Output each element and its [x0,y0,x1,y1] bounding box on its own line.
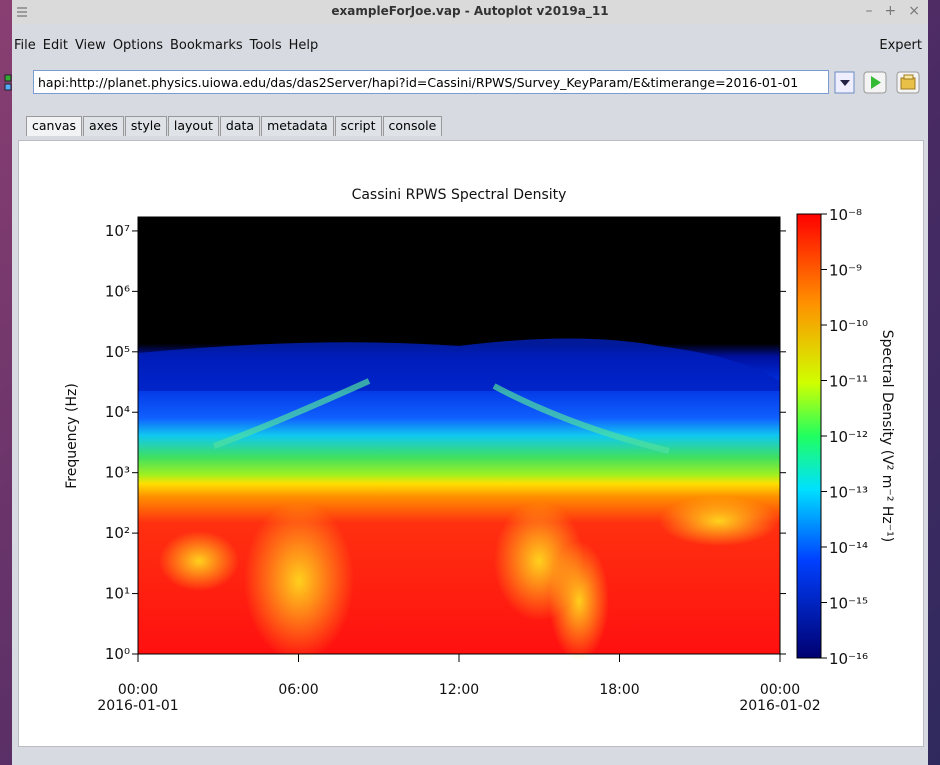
x-tick-date: 2016-01-02 [739,698,820,714]
tab[interactable]: metadata [261,116,334,136]
x-tick-label: 00:00 [118,682,158,698]
menu-expert[interactable]: Expert [879,38,922,53]
y-tick-label: 10⁷ [105,222,130,240]
window-control[interactable]: – [865,3,873,19]
colorbar [796,213,822,659]
colorbar-tick-label: 10⁻⁹ [829,262,862,280]
menu-item[interactable]: View [74,38,106,53]
uri-field[interactable]: hapi:http://planet.physics.uiowa.edu/das… [33,70,829,94]
status-icon [4,74,12,91]
colorbar-tick-label: 10⁻⁸ [829,206,862,224]
x-tick-label: 12:00 [439,682,479,698]
menu-item[interactable]: Bookmarks [169,38,243,53]
colorbar-tick-label: 10⁻¹⁶ [829,650,868,668]
canvas-panel: Cassini RPWS Spectral Density Frequency … [18,140,924,747]
tab[interactable]: axes [83,116,124,136]
tab[interactable]: script [334,116,382,136]
window-control[interactable]: + [884,3,897,19]
menu-item[interactable]: File [14,38,36,53]
menu-items: File Edit View Options Bookmarks Tools Help [14,38,325,53]
colorbar-tick-label: 10⁻¹³ [829,484,868,502]
spectrogram-image [138,217,780,661]
menu-item[interactable]: Options [112,38,163,53]
tab[interactable]: console [382,116,443,136]
menu-item[interactable]: Edit [42,38,68,53]
tab-bar: canvas axes style layout data metadata script c… [26,116,443,136]
colorbar-tick-label: 10⁻¹² [829,428,868,446]
x-tick-label: 00:00 [760,682,800,698]
menu-item[interactable]: Help [288,38,319,53]
y-tick-label: 10³ [105,464,130,482]
toolbar-buttons[interactable] [834,70,924,96]
x-tick-label: 18:00 [599,682,639,698]
window-controls: – + × [866,3,920,19]
tab[interactable]: canvas [26,116,83,136]
window-title: exampleForJoe.vap - Autoplot v2019a_11 [331,4,609,18]
title-bar: exampleForJoe.vap - Autoplot v2019a_11 –… [12,0,928,24]
y-tick-label: 10² [105,524,130,542]
chart: Cassini RPWS Spectral Density Frequency … [64,187,895,714]
chart-title: Cassini RPWS Spectral Density [352,187,567,203]
colorbar-tick-label: 10⁻¹¹ [829,373,868,391]
y-axis-label: Frequency (Hz) [64,383,80,489]
y-tick-label: 10⁰ [105,645,130,663]
menu-bar: File Edit View Options Bookmarks Tools Help Ex… [12,36,928,58]
y-tick-label: 10⁴ [105,403,130,421]
colorbar-tick-label: 10⁻¹⁵ [829,595,868,613]
tab[interactable]: data [219,116,261,136]
menu-item[interactable]: Tools [249,38,282,53]
y-tick-label: 10⁵ [105,343,130,361]
tab[interactable]: style [124,116,167,136]
window-control[interactable]: × [908,3,920,19]
menu-icon[interactable] [16,6,28,18]
x-tick-date: 2016-01-01 [97,698,178,714]
colorbar-label: Spectral Density (V² m⁻² Hz⁻¹) [879,330,895,542]
colorbar-tick-label: 10⁻¹⁴ [829,539,868,557]
tab[interactable]: layout [167,116,219,136]
x-tick-label: 06:00 [278,682,318,698]
y-tick-label: 10⁶ [105,282,130,300]
window: exampleForJoe.vap - Autoplot v2019a_11 –… [4,0,928,765]
colorbar-tick-label: 10⁻¹⁰ [829,317,868,335]
y-tick-label: 10¹ [105,585,130,603]
